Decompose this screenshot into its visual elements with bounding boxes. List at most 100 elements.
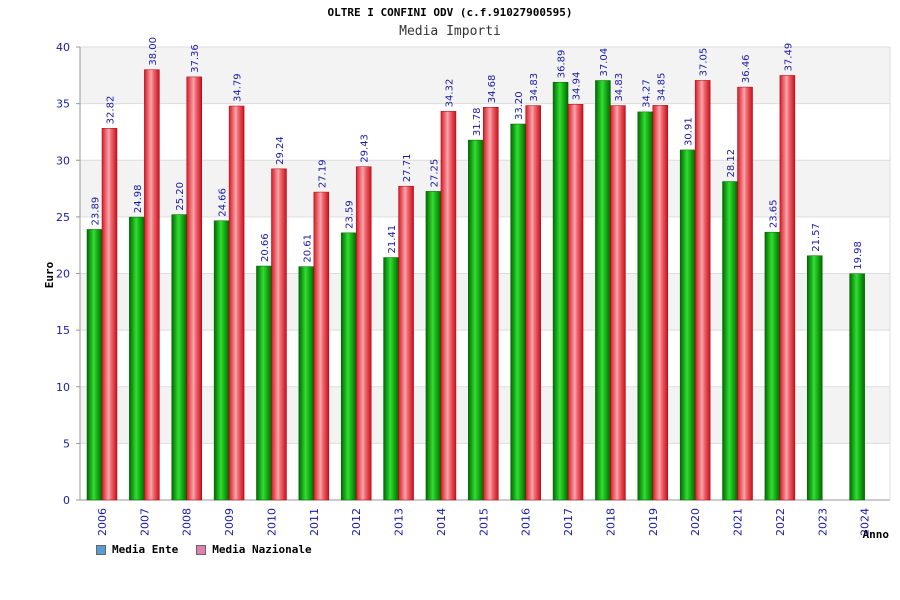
data-label: 19.98 (853, 241, 864, 270)
bar (468, 139, 484, 501)
x-tick-label: 2010 (265, 508, 278, 536)
bar (694, 80, 711, 501)
bar (271, 168, 287, 501)
data-label: 21.57 (811, 223, 822, 252)
data-label: 30.91 (684, 117, 695, 146)
y-tick-label: 15 (56, 324, 70, 337)
x-tick-label: 2011 (308, 508, 321, 536)
y-tick-label: 20 (56, 268, 70, 281)
bar (679, 149, 696, 501)
data-label: 29.24 (275, 136, 286, 165)
data-label: 33.20 (514, 91, 525, 120)
data-label: 31.78 (472, 107, 483, 136)
bar (340, 232, 357, 501)
bar (595, 80, 611, 501)
bar (425, 191, 442, 501)
data-label: 20.66 (260, 233, 271, 262)
bar (637, 111, 654, 501)
x-tick-label: 2006 (96, 508, 109, 536)
chart-subtitle: Media Importi (399, 24, 501, 39)
x-tick-label: 2012 (350, 508, 363, 536)
bar (737, 86, 753, 501)
bar (552, 81, 569, 501)
data-label: 24.66 (218, 188, 229, 217)
x-tick-label: 2022 (774, 508, 787, 536)
bar (129, 216, 145, 501)
bar (779, 75, 796, 501)
bar (144, 69, 160, 501)
x-tick-label: 2017 (562, 508, 575, 536)
bar (256, 265, 272, 501)
bar (298, 266, 315, 501)
bar (510, 123, 526, 501)
data-label: 34.27 (641, 79, 652, 108)
bar (101, 128, 118, 501)
x-tick-label: 2008 (181, 508, 194, 536)
legend-item-media-ente: Media Ente (96, 543, 178, 556)
data-label: 23.59 (345, 200, 356, 229)
y-tick-label: 25 (56, 211, 70, 224)
y-tick-label: 10 (56, 381, 70, 394)
x-tick-label: 2024 (859, 508, 872, 536)
data-label: 24.98 (133, 184, 144, 213)
data-label: 23.65 (768, 200, 779, 229)
x-tick-label: 2020 (689, 508, 702, 536)
y-tick-label: 0 (63, 494, 70, 507)
x-tick-label: 2023 (816, 508, 829, 536)
bar (86, 229, 103, 501)
bar (722, 181, 738, 501)
data-label: 23.89 (91, 197, 102, 226)
data-label: 34.83 (614, 73, 625, 102)
y-tick-label: 35 (56, 98, 70, 111)
chart-title: OLTRE I CONFINI ODV (c.f.91027900595) (327, 6, 573, 19)
data-label: 37.49 (783, 43, 794, 72)
data-label: 28.12 (726, 149, 737, 178)
bar (186, 76, 202, 501)
data-label: 27.25 (429, 159, 440, 188)
data-label: 34.83 (529, 73, 540, 102)
bar (398, 185, 414, 501)
data-label: 21.41 (387, 225, 398, 254)
x-tick-label: 2019 (647, 508, 660, 536)
legend: Media Ente Media Nazionale (96, 543, 312, 556)
data-label: 37.36 (190, 44, 201, 73)
data-label: 27.71 (402, 154, 413, 183)
data-label: 37.04 (599, 48, 610, 77)
y-tick-label: 40 (56, 41, 70, 54)
bar (171, 214, 187, 501)
bar (383, 257, 399, 501)
x-tick-label: 2013 (393, 508, 406, 536)
bar (567, 104, 584, 501)
legend-label-media-nazionale: Media Nazionale (212, 543, 312, 556)
bar (228, 105, 245, 501)
x-tick-label: 2007 (138, 508, 151, 536)
bar (313, 191, 330, 501)
y-axis-label: Euro (43, 261, 56, 288)
data-label: 34.68 (487, 75, 498, 104)
data-label: 32.82 (106, 96, 117, 125)
bar (849, 273, 865, 501)
data-label: 34.85 (656, 73, 667, 102)
bar (483, 106, 499, 501)
bar (610, 105, 626, 501)
bar (355, 166, 372, 501)
data-label: 34.79 (233, 73, 244, 102)
x-tick-label: 2016 (520, 508, 533, 536)
grid-band (80, 47, 890, 104)
x-axis-label: Anno (863, 528, 890, 541)
data-label: 37.05 (699, 48, 710, 77)
bar (440, 111, 457, 501)
legend-swatch-media-nazionale (196, 544, 207, 555)
data-label: 34.32 (444, 79, 455, 108)
data-label: 29.43 (360, 134, 371, 163)
y-tick-label: 30 (56, 154, 70, 167)
data-label: 25.20 (175, 182, 186, 211)
bar (525, 105, 541, 501)
x-tick-label: 2009 (223, 508, 236, 536)
data-label: 36.89 (557, 50, 568, 79)
x-tick-label: 2015 (477, 508, 490, 536)
y-tick-label: 5 (63, 437, 70, 450)
x-tick-label: 2014 (435, 508, 448, 536)
legend-item-media-nazionale: Media Nazionale (196, 543, 312, 556)
